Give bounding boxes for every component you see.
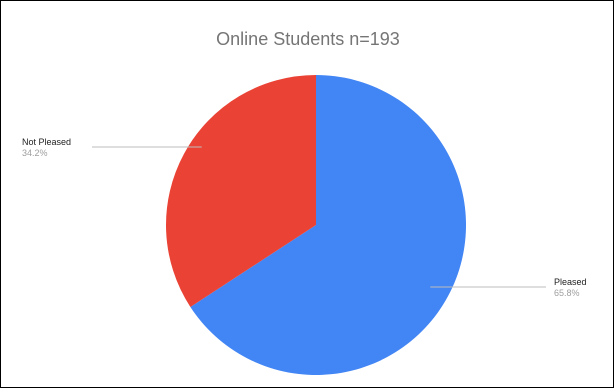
pie-slice-pleased xyxy=(190,75,466,375)
slice-label-pleased: Pleased xyxy=(554,277,587,287)
leader-lines xyxy=(92,146,546,288)
pie-slices xyxy=(165,75,466,375)
pie-slice-not-pleased xyxy=(165,75,316,307)
slice-value-not-pleased: 34.2% xyxy=(22,148,48,158)
slice-label-not-pleased: Not Pleased xyxy=(22,137,71,147)
chart-title: Online Students n=193 xyxy=(216,29,400,49)
slice-value-pleased: 65.8% xyxy=(554,288,580,298)
